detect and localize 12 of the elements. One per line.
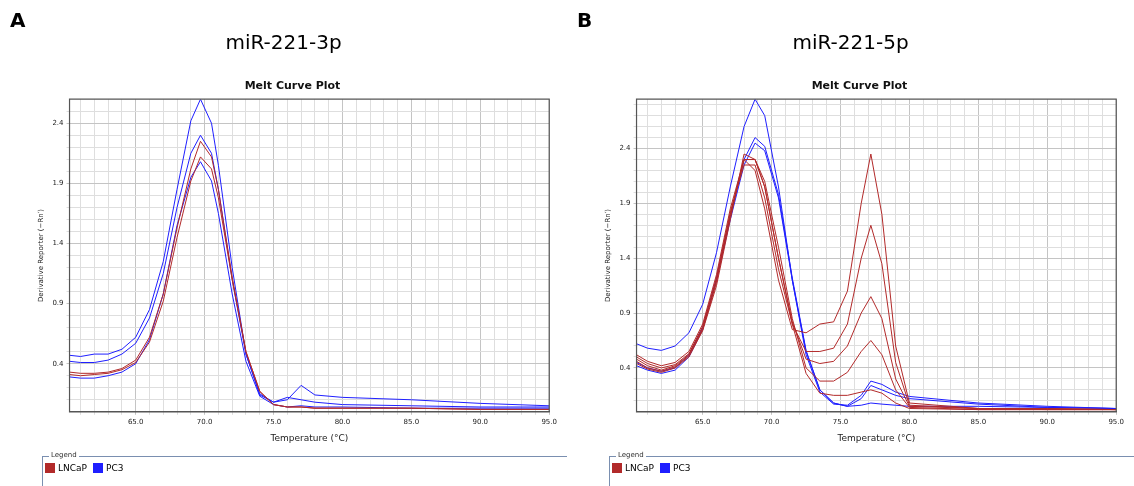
chart-subtitle: Melt Curve Plot	[811, 79, 908, 93]
text: A	[10, 8, 26, 32]
chart-subtitle: Melt Curve Plot	[244, 79, 341, 93]
legend-label: PC3	[672, 463, 691, 473]
text: B	[577, 8, 593, 32]
legend-label: LNCaP	[625, 463, 654, 473]
legend-label: PC3	[105, 463, 124, 473]
x-axis-title: Temperature (°C)	[836, 432, 916, 443]
chart-title: miR-221-5p	[792, 30, 909, 54]
legend-label: LNCaP	[58, 463, 87, 473]
x-axis-title: Temperature (°C)	[269, 432, 349, 443]
chart-title: miR-221-3p	[225, 30, 342, 54]
